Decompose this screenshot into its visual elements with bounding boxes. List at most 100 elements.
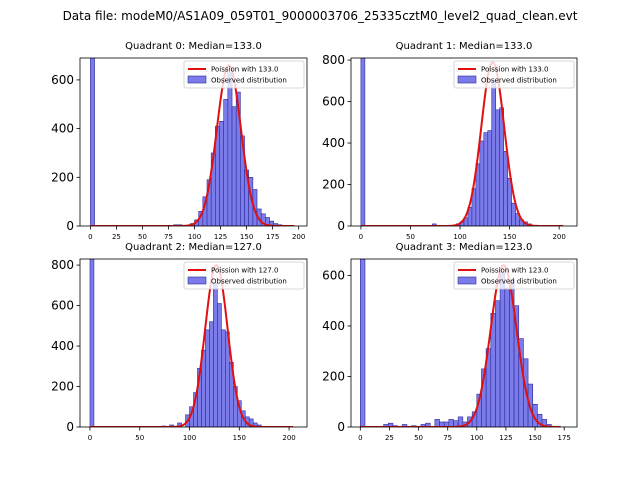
histogram-bar (387, 422, 394, 427)
x-tick-label: 50 (135, 434, 144, 442)
y-tick-label: 600 (322, 268, 345, 282)
x-tick-label: 0 (359, 233, 363, 241)
histogram-bar (360, 259, 366, 427)
x-tick-label: 175 (266, 233, 279, 241)
x-tick-label: 50 (414, 434, 423, 442)
histogram-bar (231, 106, 237, 226)
y-tick-label: 200 (51, 170, 74, 184)
y-tick-label: 600 (51, 299, 74, 313)
axes-frame (350, 57, 578, 227)
x-tick-label: 50 (406, 233, 415, 241)
poisson-fit-line (90, 64, 295, 226)
panel-title: Quadrant 3: Median=123.0 (396, 242, 533, 253)
y-tick-label: 0 (337, 219, 345, 233)
x-tick-label: 200 (282, 434, 295, 442)
y-tick-label: 600 (322, 95, 345, 109)
x-tick-label: 150 (528, 434, 541, 442)
legend-line-label: Poission with 133.0 (211, 66, 279, 74)
axes-frame (350, 258, 578, 428)
x-tick-label: 75 (443, 434, 452, 442)
histogram-bar (507, 177, 512, 226)
y-tick-label: 400 (322, 136, 345, 150)
x-tick-label: 50 (138, 233, 147, 241)
legend-line-label: Poission with 133.0 (481, 66, 549, 74)
x-tick-label: 100 (470, 434, 483, 442)
poisson-fit-line (360, 264, 561, 427)
legend-bar-label: Observed distribution (211, 278, 287, 286)
legend-box (453, 261, 575, 290)
y-tick-label: 400 (51, 339, 74, 353)
x-tick-label: 25 (112, 233, 121, 241)
histogram-bar (499, 272, 506, 427)
histogram-bar (205, 329, 210, 427)
histogram-bar (504, 287, 510, 427)
histogram-bar (487, 130, 493, 226)
panel-quadrant-3: 0 200 400 600 0 25 50 75 100 125 150 175 Quadrant 3:… (322, 242, 578, 442)
legend-bar-swatch (457, 276, 477, 285)
x-tick-label: 125 (214, 233, 227, 241)
y-tick-label: 400 (322, 319, 345, 333)
panel-quadrant-0: 0 200 400 600 0 25 50 75 100 125 150 175 200 Quadrant… (51, 41, 308, 241)
histogram-bar (227, 72, 233, 226)
histogram-bar (448, 419, 454, 427)
legend-box (183, 261, 305, 290)
y-tick-label: 0 (66, 219, 74, 233)
legend-bar-label: Observed distribution (481, 77, 557, 85)
x-tick-label: 175 (557, 434, 570, 442)
histogram-bar (219, 121, 224, 226)
x-tick-label: 25 (385, 434, 394, 442)
poisson-fit-line (360, 61, 564, 226)
histogram-bar (495, 109, 500, 226)
x-tick-label: 150 (240, 233, 253, 241)
histogram-bar (425, 422, 431, 427)
histogram-bar (90, 58, 95, 226)
y-tick-label: 800 (322, 53, 345, 67)
histogram-bar (209, 321, 214, 427)
x-tick-label: 0 (358, 434, 362, 442)
x-tick-label: 150 (233, 434, 246, 442)
legend-line-label: Poission with 123.0 (481, 267, 549, 275)
histogram-bar (495, 300, 501, 427)
histogram-bar (479, 140, 485, 226)
x-tick-label: 200 (552, 233, 565, 241)
legend-bar-label: Observed distribution (481, 278, 557, 286)
histogram-bar (217, 303, 222, 427)
histogram-bar (511, 202, 516, 226)
histogram-bar (89, 259, 95, 427)
panel-title: Quadrant 2: Median=127.0 (125, 242, 262, 253)
y-tick-label: 600 (51, 73, 74, 87)
histogram-bar (483, 132, 489, 226)
panel-quadrant-2: 0 200 400 600 800 0 50 100 150 200 Quadrant 2: Med… (51, 242, 308, 442)
x-tick-label: 150 (503, 233, 516, 241)
x-tick-label: 0 (88, 233, 92, 241)
y-tick-label: 0 (66, 420, 74, 434)
y-tick-label: 200 (322, 178, 345, 192)
histogram-bar (503, 151, 508, 226)
axes-frame (79, 258, 308, 428)
histogram-bar (401, 424, 408, 427)
plot-area (90, 58, 295, 226)
histogram-bar (223, 99, 229, 226)
histogram-bar (221, 329, 226, 427)
x-tick-label: 75 (164, 233, 173, 241)
legend-bar-swatch (187, 75, 207, 84)
x-tick-label: 0 (88, 434, 92, 442)
legend-line-label: Poission with 127.0 (211, 267, 279, 275)
legend-bar-label: Observed distribution (211, 77, 287, 85)
panel-title: Quadrant 1: Median=133.0 (396, 41, 533, 52)
x-tick-label: 100 (453, 233, 466, 241)
x-tick-label: 200 (292, 233, 305, 241)
x-tick-label: 100 (188, 233, 201, 241)
histogram-bar (434, 419, 440, 427)
legend-box (183, 60, 305, 89)
y-tick-label: 800 (51, 258, 74, 272)
histogram-bar (491, 80, 497, 226)
histogram-bar (213, 282, 218, 427)
y-tick-label: 400 (51, 122, 74, 136)
histogram-bar (360, 58, 366, 226)
panel-title: Quadrant 0: Median=133.0 (125, 41, 262, 52)
x-tick-label: 125 (499, 434, 512, 442)
y-tick-label: 200 (322, 369, 345, 383)
y-tick-label: 200 (51, 380, 74, 394)
